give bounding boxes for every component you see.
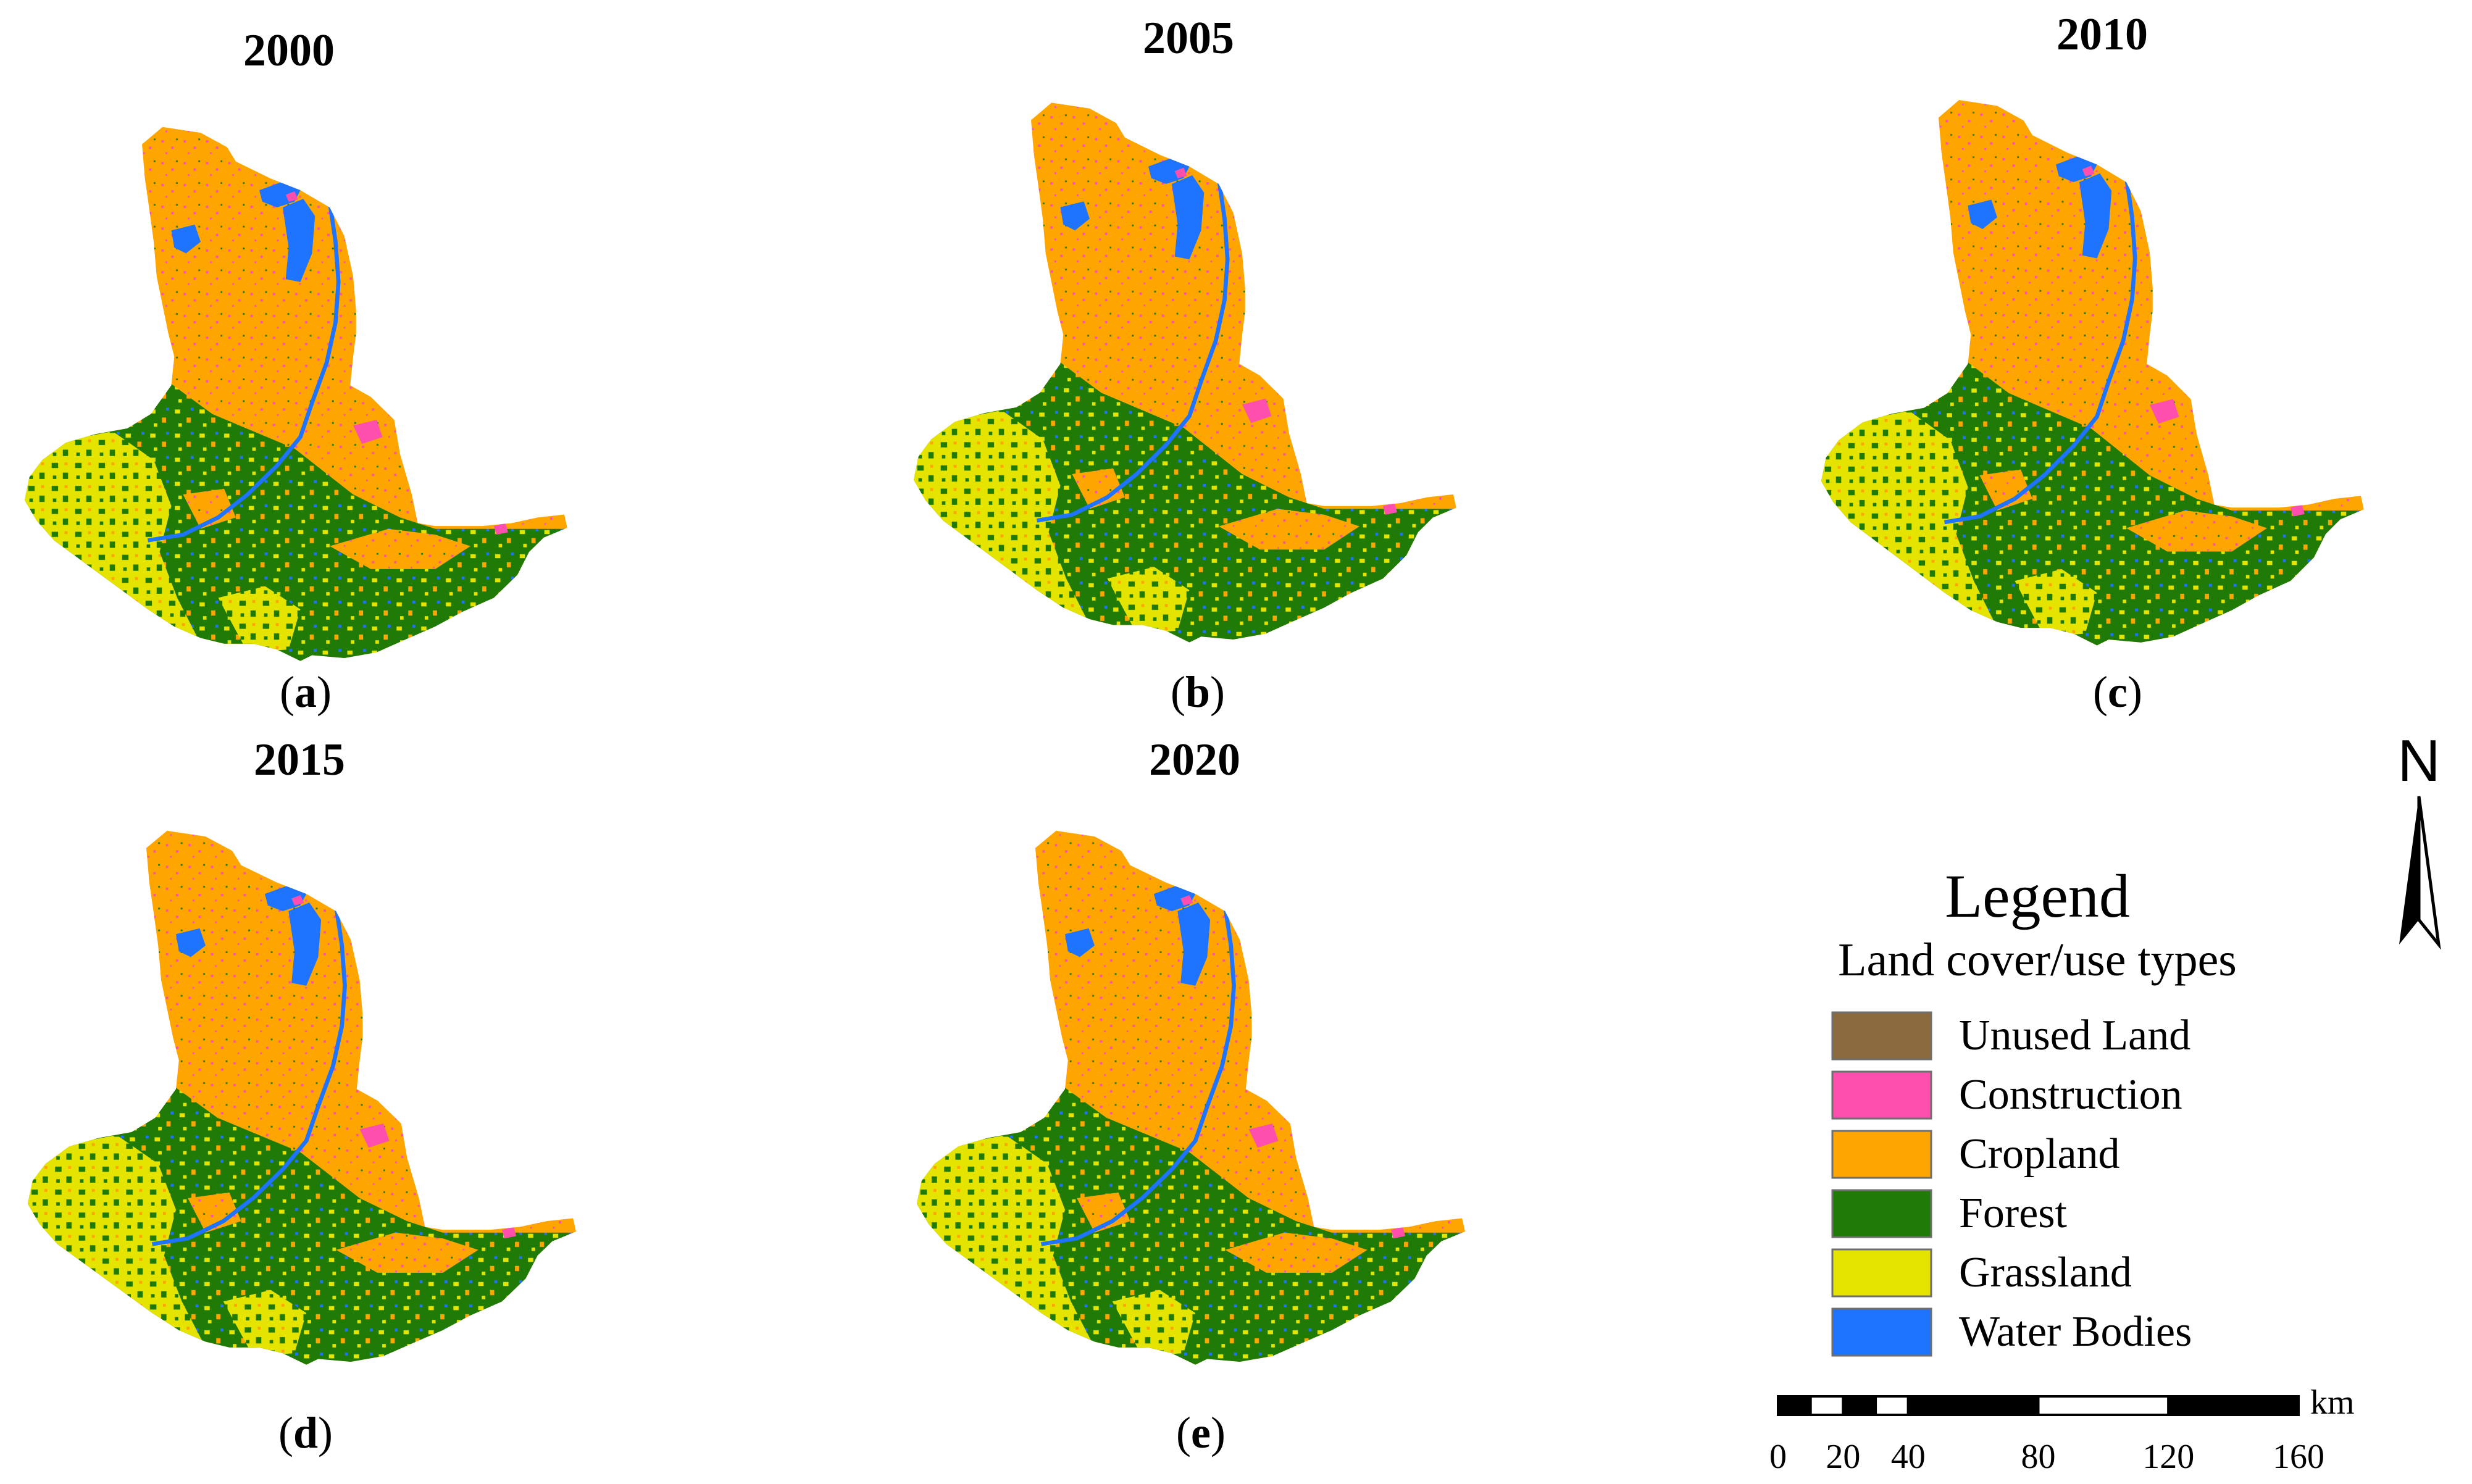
legend-subtitle: Land cover/use types <box>1838 934 2237 986</box>
legend-items: Unused Land Construction Cropland Forest Gra… <box>1831 1011 2192 1357</box>
scale-bar-segment-5 <box>2037 1395 2170 1416</box>
scale-bar-tick-3: 80 <box>2021 1438 2056 1476</box>
panel-label-b: (b) <box>1171 667 1225 717</box>
map-panel-d <box>28 831 576 1370</box>
scale-bar-segment-1 <box>1809 1395 1845 1416</box>
scale-bar-segments <box>1777 1395 2300 1416</box>
map-panel-a <box>25 127 567 667</box>
scale-bar-tick-2: 40 <box>1891 1438 1926 1476</box>
legend-swatch-3 <box>1831 1189 1932 1238</box>
panel-label-a: (a) <box>280 667 332 717</box>
scale-bar-segment-0 <box>1777 1395 1812 1416</box>
panel-letter-c: c <box>2108 667 2128 717</box>
panel-year-e: 2020 <box>1149 735 1240 785</box>
scale-bar-unit: km <box>2310 1383 2355 1422</box>
panel-year-d: 2015 <box>254 735 345 785</box>
legend-label-2: Cropland <box>1959 1130 2120 1178</box>
legend: Legend Land cover/use types Unused Land C… <box>1831 862 2237 1357</box>
legend-swatch-0 <box>1831 1011 1932 1061</box>
panel-year-c: 2010 <box>2057 9 2148 60</box>
scale-bar-segment-2 <box>1842 1395 1877 1416</box>
scale-bar-tick-1: 20 <box>1826 1438 1860 1476</box>
legend-label-0: Unused Land <box>1959 1012 2190 1059</box>
legend-label-1: Construction <box>1959 1071 2182 1119</box>
panel-year-b: 2005 <box>1143 13 1234 64</box>
north-arrow-label: N <box>2397 728 2440 794</box>
legend-swatch-5 <box>1831 1307 1932 1357</box>
panel-label-d: (d) <box>278 1408 333 1457</box>
legend-label-4: Grassland <box>1959 1249 2132 1296</box>
panel-year-a: 2000 <box>243 25 335 76</box>
map-panel-b <box>914 102 1456 648</box>
map-panel-e <box>917 831 1465 1370</box>
panel-letter-b: b <box>1185 667 1210 717</box>
scale-bar-segment-4 <box>1906 1395 2040 1416</box>
scale-bar-tick-4: 120 <box>2142 1438 2194 1476</box>
north-arrow-icon <box>2399 796 2439 944</box>
legend-swatch-2 <box>1831 1130 1932 1179</box>
legend-swatch-1 <box>1831 1070 1932 1120</box>
panel-label-c: (c) <box>2093 667 2142 717</box>
scale-bar-segment-6 <box>2167 1395 2300 1416</box>
map-panel-c <box>1821 100 2364 651</box>
legend-title: Legend <box>1945 862 2130 930</box>
legend-label-3: Forest <box>1959 1190 2068 1237</box>
panel-letter-e: e <box>1191 1408 1211 1457</box>
legend-swatch-4 <box>1831 1248 1932 1298</box>
scale-bar: 0 20 40 80 120 160 km <box>1769 1383 2355 1476</box>
scale-bar-tick-5: 160 <box>2273 1438 2324 1476</box>
panel-letter-d: d <box>293 1408 318 1457</box>
scale-bar-segment-3 <box>1874 1395 1910 1416</box>
panel-letter-a: a <box>294 667 317 717</box>
scale-bar-ticks: 0 20 40 80 120 160 <box>1769 1438 2324 1476</box>
scale-bar-tick-0: 0 <box>1769 1438 1787 1476</box>
legend-label-5: Water Bodies <box>1959 1308 2192 1356</box>
panel-label-e: (e) <box>1176 1408 1226 1457</box>
